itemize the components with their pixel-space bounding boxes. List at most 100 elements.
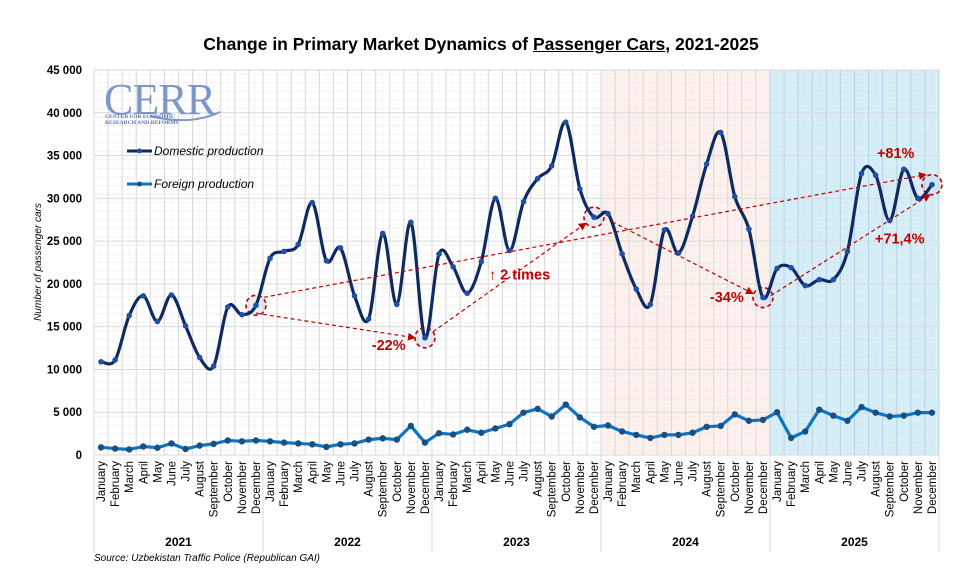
- annotation-arrow: [432, 222, 587, 333]
- chart-title-prefix: Change in Primary Market Dynamics of: [203, 34, 533, 54]
- data-point-domestic: [844, 248, 851, 255]
- data-point-foreign: [689, 429, 696, 436]
- data-point-foreign: [464, 426, 471, 433]
- data-point-foreign: [633, 431, 640, 439]
- data-point-foreign: [351, 440, 358, 447]
- x-tick-label-month: June: [166, 461, 178, 486]
- data-point-foreign: [365, 436, 372, 443]
- y-tick-label: 15 000: [47, 322, 82, 334]
- data-point-domestic: [830, 276, 837, 283]
- y-tick-label: 35 000: [47, 151, 82, 163]
- legend: Domestic production Foreign production: [127, 144, 264, 191]
- data-point-domestic: [619, 251, 625, 257]
- data-point-domestic: [760, 294, 766, 301]
- data-point-domestic: [774, 265, 780, 272]
- data-point-foreign: [168, 440, 175, 447]
- x-tick-label-month: July: [688, 461, 700, 482]
- data-point-foreign: [238, 438, 246, 445]
- data-point-foreign: [478, 429, 485, 436]
- logo-swoosh: [149, 111, 221, 122]
- x-tick-label-month: February: [617, 461, 629, 507]
- data-point-domestic: [450, 263, 456, 270]
- data-point-foreign: [520, 409, 527, 416]
- data-point-domestic: [633, 286, 640, 292]
- axis-layer: 0 5 000 10 000 15 000 20 000 25 000 30 000 35 0…: [47, 65, 940, 552]
- data-point-foreign: [407, 422, 415, 430]
- y-tick-label: 0: [76, 450, 82, 462]
- data-point-foreign: [717, 422, 724, 430]
- legend-item-domestic[interactable]: Domestic production: [127, 144, 264, 158]
- x-tick-label-month: October: [392, 461, 404, 502]
- x-tick-label-month: May: [490, 461, 502, 483]
- data-point-foreign: [844, 417, 851, 424]
- x-tick-label-month: February: [786, 461, 798, 507]
- legend-marker-domestic: [137, 148, 142, 154]
- x-tick-label-month: December: [589, 461, 601, 514]
- data-point-foreign: [266, 438, 274, 445]
- data-point-foreign: [224, 437, 231, 444]
- x-tick-label-month: July: [181, 461, 193, 482]
- data-point-foreign: [379, 435, 386, 442]
- x-tick-label-month: April: [138, 461, 150, 484]
- legend-item-foreign[interactable]: Foreign production: [127, 177, 254, 191]
- data-point-foreign: [154, 444, 161, 451]
- data-point-domestic: [436, 251, 442, 257]
- grid-layer: [93, 69, 940, 456]
- data-point-domestic: [520, 198, 527, 205]
- data-point-foreign: [506, 421, 513, 428]
- x-tick-label-month: March: [800, 461, 812, 493]
- data-point-domestic: [492, 195, 499, 202]
- legend-marker-foreign: [137, 181, 142, 187]
- x-tick-label-month: December: [758, 461, 770, 514]
- data-point-foreign: [618, 428, 626, 435]
- data-point-foreign: [576, 414, 584, 421]
- x-tick-label-month: March: [124, 461, 136, 493]
- x-tick-label-month: January: [96, 461, 108, 502]
- y-tick-label: 20 000: [47, 279, 82, 291]
- data-point-foreign: [280, 439, 288, 446]
- data-point-domestic: [548, 163, 555, 169]
- chart-title-suffix: , 2021-2025: [665, 34, 759, 54]
- data-point-foreign: [196, 442, 203, 449]
- y-tick-label: 25 000: [47, 236, 82, 248]
- x-tick-label-month: November: [913, 461, 925, 514]
- data-point-foreign: [140, 443, 147, 450]
- data-point-foreign: [337, 441, 344, 448]
- x-tick-label-month: April: [814, 461, 826, 484]
- annotation-label: -34%: [710, 290, 744, 306]
- data-point-domestic: [351, 293, 358, 299]
- y-tick-label: 45 000: [47, 65, 82, 77]
- data-point-foreign: [759, 416, 767, 424]
- data-point-foreign: [435, 429, 443, 437]
- data-point-domestic: [168, 292, 175, 298]
- x-tick-label-month: January: [434, 461, 446, 502]
- data-point-domestic: [788, 264, 794, 271]
- logo-subtitle-1: CENTER FOR ECONOMIC: [105, 114, 175, 120]
- x-tick-label-month: December: [420, 461, 432, 514]
- legend-label-foreign: Foreign production: [154, 177, 254, 191]
- x-tick-label-month: March: [293, 461, 305, 493]
- data-point-domestic: [309, 199, 316, 206]
- data-point-foreign: [604, 422, 612, 429]
- data-point-domestic: [295, 241, 302, 248]
- x-tick-label-month: April: [476, 461, 488, 484]
- x-tick-label-month: September: [378, 461, 390, 517]
- x-tick-label-month: December: [251, 461, 263, 514]
- x-tick-label-year: 2021: [165, 535, 192, 549]
- x-tick-label-month: January: [603, 461, 615, 502]
- data-point-foreign: [590, 423, 598, 430]
- data-point-foreign: [886, 413, 893, 420]
- data-point-domestic: [534, 175, 541, 182]
- data-point-foreign: [661, 431, 668, 439]
- data-point-domestic: [267, 255, 273, 262]
- x-tick-label-month: May: [321, 461, 333, 483]
- x-tick-label-month: August: [195, 460, 207, 497]
- logo-text: CERR: [104, 75, 217, 124]
- data-point-domestic: [746, 226, 752, 232]
- x-tick-label-month: November: [406, 461, 418, 514]
- data-point-domestic: [379, 230, 386, 237]
- data-point-domestic: [605, 210, 611, 217]
- data-point-domestic: [323, 257, 330, 264]
- data-point-foreign: [323, 443, 330, 451]
